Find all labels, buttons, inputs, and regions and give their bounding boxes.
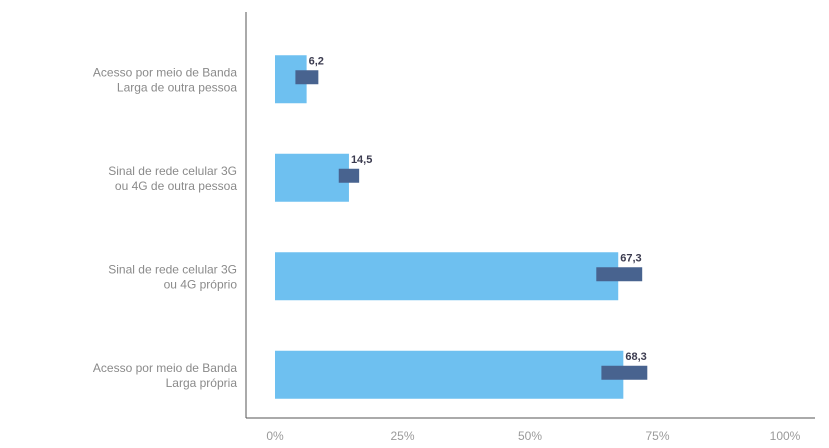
category-label: Sinal de rede celular 3G bbox=[108, 164, 237, 178]
range-marker bbox=[338, 168, 360, 183]
range-marker bbox=[601, 365, 648, 380]
range-marker bbox=[295, 70, 319, 85]
range-markers bbox=[295, 70, 648, 380]
data-label: 14,5 bbox=[351, 154, 372, 166]
range-marker bbox=[596, 267, 643, 282]
bar bbox=[275, 350, 624, 399]
x-tick-label: 25% bbox=[390, 429, 414, 443]
category-label: ou 4G de outra pessoa bbox=[115, 179, 237, 193]
bar bbox=[275, 153, 349, 202]
x-axis-ticks: 0% 25% 50% 75% 100% bbox=[266, 429, 800, 443]
data-label: 67,3 bbox=[620, 252, 641, 264]
data-label: 6,2 bbox=[309, 55, 324, 67]
x-tick-label: 50% bbox=[518, 429, 542, 443]
bars bbox=[275, 55, 624, 399]
value-labels: 6,2 14,5 67,3 68,3 bbox=[309, 55, 647, 363]
category-label: Acesso por meio de Banda bbox=[93, 65, 237, 79]
category-label: ou 4G próprio bbox=[164, 277, 238, 291]
x-tick-label: 0% bbox=[266, 429, 284, 443]
data-label: 68,3 bbox=[625, 351, 646, 363]
category-label: Larga própria bbox=[166, 376, 238, 390]
category-label: Larga de outra pessoa bbox=[117, 80, 237, 94]
x-tick-label: 100% bbox=[770, 429, 801, 443]
x-tick-label: 75% bbox=[645, 429, 669, 443]
category-label: Acesso por meio de Banda bbox=[93, 361, 237, 375]
bar bbox=[275, 252, 619, 301]
category-label: Sinal de rede celular 3G bbox=[108, 262, 237, 276]
